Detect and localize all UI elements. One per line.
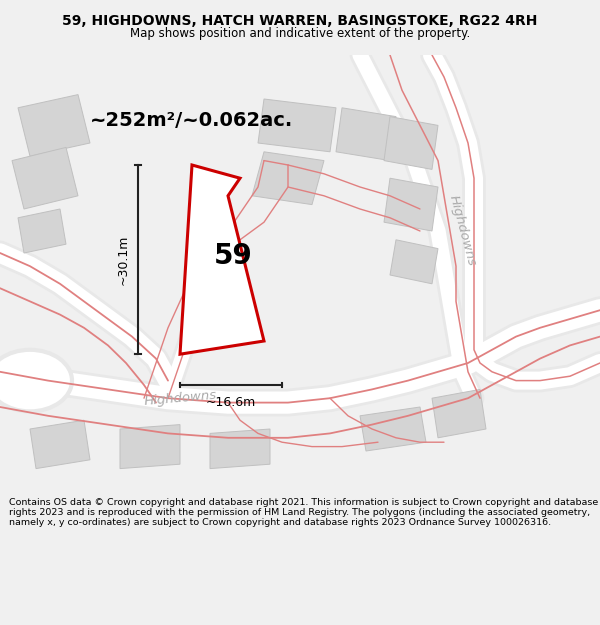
Polygon shape [12,148,78,209]
Text: 59: 59 [214,242,252,269]
Polygon shape [210,429,270,469]
Polygon shape [336,107,396,161]
Text: 59, HIGHDOWNS, HATCH WARREN, BASINGSTOKE, RG22 4RH: 59, HIGHDOWNS, HATCH WARREN, BASINGSTOKE… [62,14,538,28]
Text: ~16.6m: ~16.6m [206,396,256,409]
Polygon shape [384,178,438,231]
Polygon shape [18,94,90,156]
Text: ~252m²/~0.062ac.: ~252m²/~0.062ac. [91,111,293,131]
Circle shape [0,350,72,411]
Polygon shape [390,240,438,284]
Polygon shape [384,117,438,169]
Text: Map shows position and indicative extent of the property.: Map shows position and indicative extent… [130,27,470,39]
Polygon shape [30,420,90,469]
Polygon shape [258,99,336,152]
Polygon shape [252,152,324,204]
Text: Contains OS data © Crown copyright and database right 2021. This information is : Contains OS data © Crown copyright and d… [9,498,598,528]
Text: Highdowns: Highdowns [446,194,478,268]
Polygon shape [180,165,264,354]
Polygon shape [120,424,180,469]
Polygon shape [360,407,426,451]
Text: Highdowns: Highdowns [143,389,217,408]
Polygon shape [432,389,486,438]
Polygon shape [18,209,66,253]
Text: ~30.1m: ~30.1m [116,234,130,285]
